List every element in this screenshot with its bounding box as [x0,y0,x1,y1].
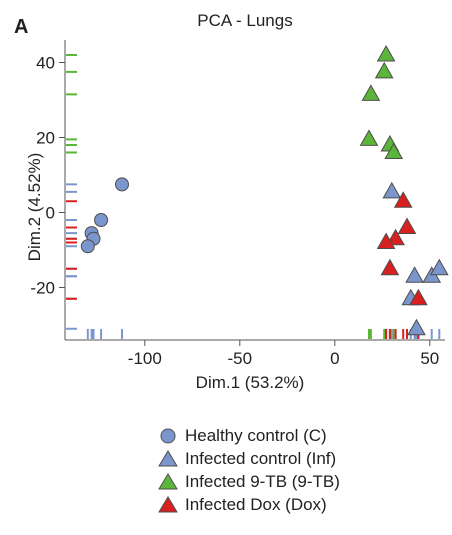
y-tick-label: -20 [30,279,55,298]
data-point-triangle [361,84,381,101]
data-point-triangle [384,142,404,159]
data-point-triangle [393,191,413,208]
triangle-marker-icon [158,449,178,466]
data-point-triangle [380,258,400,276]
legend-item-infected-control: Infected control (Inf) [158,447,340,470]
legend-label: Infected control (Inf) [185,448,337,468]
data-point-circle [80,239,95,254]
data-point-triangle [397,217,417,234]
y-tick-label: 0 [46,204,55,223]
data-point-triangle [407,318,426,336]
data-point-triangle [374,61,394,79]
legend-label: Infected 9-TB (9-TB) [185,471,340,491]
x-tick-label: -100 [128,349,162,368]
data-point-circle [115,177,129,192]
data-point-circle [94,213,109,227]
data-point-triangle [429,258,449,276]
legend-label: Healthy control (C) [185,425,327,445]
triangle-marker-icon [158,472,178,489]
legend-label: Infected Dox (Dox) [185,494,327,514]
data-point-triangle [376,232,396,249]
chart-title: PCA - Lungs [197,11,292,30]
data-point-triangle [409,288,428,306]
x-tick-label: -50 [228,349,253,368]
y-tick-label: 40 [36,54,55,73]
data-point-triangle [382,181,402,199]
data-point-triangle [386,228,405,246]
plot-area: -100 -50 0 50 -20 0 20 40 [30,40,449,368]
y-tick-label: 20 [36,129,55,148]
data-point-triangle [376,44,396,62]
y-axis-label: Dim.2 (4.52%) [25,153,44,262]
panel-label: A [14,16,28,38]
triangle-marker-icon [158,495,178,512]
chart-legend: Healthy control (C) Infected control (In… [158,424,340,516]
pca-scatter-chart: A PCA - Lungs -100 -50 0 50 -20 0 20 40 Dim.1 (… [14,11,449,392]
legend-item-infected-9tb: Infected 9-TB (9-TB) [158,470,340,493]
circle-marker-icon [160,428,176,443]
x-tick-label: 0 [330,349,339,368]
x-tick-label: 50 [420,349,439,368]
data-point-triangle [359,129,379,146]
legend-item-infected-dox: Infected Dox (Dox) [158,493,340,516]
x-axis-label: Dim.1 (53.2%) [196,373,305,392]
data-point-triangle [405,266,424,283]
legend-item-healthy-control: Healthy control (C) [158,424,340,447]
